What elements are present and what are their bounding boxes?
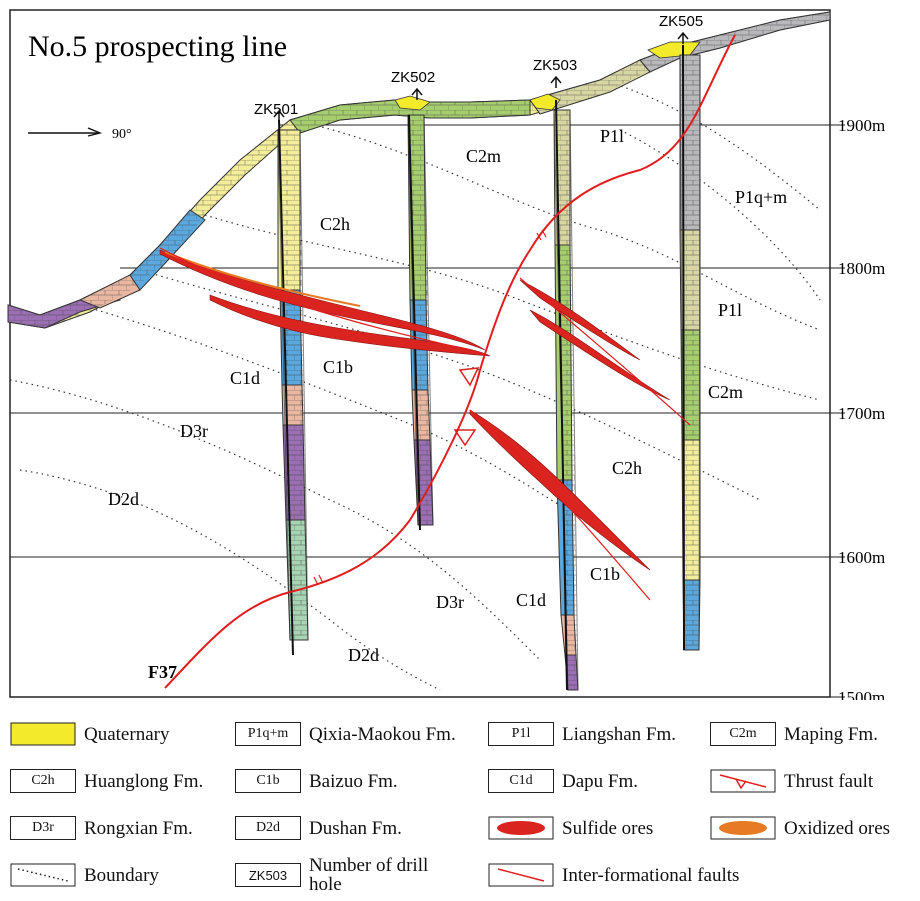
drill-hole-zk505 bbox=[679, 44, 701, 651]
oxidized-ore-body bbox=[164, 251, 361, 307]
legend-huanglong: C2h Huanglong Fm. bbox=[10, 766, 203, 796]
legend-sulfide: Sulfide ores bbox=[488, 813, 653, 843]
legend-maping: C2m Maping Fm. bbox=[710, 719, 878, 749]
legend-qixia: P1q+m Qixia-Maokou Fm. bbox=[235, 719, 456, 749]
inter-formational-faults bbox=[159, 247, 691, 601]
legend-quaternary: Quaternary bbox=[10, 719, 169, 749]
label-c2m-upper: C2m bbox=[466, 146, 501, 166]
orientation-arrow bbox=[28, 127, 103, 137]
label-c2m-right: C2m bbox=[708, 382, 743, 402]
drill-hole-zk501 bbox=[277, 119, 309, 656]
thrust-fault-f37 bbox=[164, 34, 736, 689]
thrust-fault-icon bbox=[710, 769, 776, 793]
formation-labels: C2m C2h P1l P1q+m P1l C2m C1b C1d D3r D2… bbox=[108, 126, 787, 665]
inter-fault-icon bbox=[488, 863, 554, 887]
elev-1600: 1600m bbox=[838, 548, 885, 567]
section-frame bbox=[9, 9, 831, 698]
legend-rongxian: D3r Rongxian Fm. bbox=[10, 813, 193, 843]
elev-1800: 1800m bbox=[838, 259, 885, 278]
legend-interfaults: Inter-formational faults bbox=[488, 853, 742, 897]
legend-drill-number: ZK503 Number of drill hole bbox=[235, 853, 459, 897]
surface-strata bbox=[7, 11, 831, 329]
swatch-quaternary bbox=[10, 722, 76, 746]
legend-baizuo: C1b Baizuo Fm. bbox=[235, 766, 398, 796]
sulfide-ore-bodies bbox=[159, 249, 671, 571]
label-c1b-right: C1b bbox=[590, 564, 620, 584]
label-d2d-left: D2d bbox=[108, 489, 139, 509]
label-p1l-upper: P1l bbox=[600, 126, 624, 146]
label-d3r-left: D3r bbox=[180, 421, 208, 441]
boundary-icon bbox=[10, 863, 76, 887]
elev-1700: 1700m bbox=[838, 404, 885, 423]
legend-thrust: Thrust fault bbox=[710, 766, 873, 796]
orientation-label: 90° bbox=[112, 127, 132, 142]
oxidized-ore-icon bbox=[710, 816, 776, 840]
label-d2d-bottom: D2d bbox=[348, 645, 379, 665]
drill-hole-zk502 bbox=[407, 114, 434, 531]
legend-liangshan: P1l Liangshan Fm. bbox=[488, 719, 676, 749]
label-d3r-bottom: D3r bbox=[436, 592, 464, 612]
elev-1900: 1900m bbox=[838, 116, 885, 135]
legend-boundary: Boundary bbox=[10, 860, 159, 890]
elev-1500: 1500m bbox=[838, 688, 885, 700]
cross-section-diagram: ZK501 ZK502 ZK503 ZK505 No.5 prospecting… bbox=[7, 9, 885, 700]
label-c1b-left: C1b bbox=[323, 357, 353, 377]
fault-arrow-down bbox=[453, 429, 477, 447]
legend: Quaternary P1q+m Qixia-Maokou Fm. P1l Li… bbox=[0, 705, 920, 901]
drill-label-zk505: ZK505 bbox=[659, 13, 703, 30]
legend-oxidized: Oxidized ores bbox=[710, 813, 890, 843]
drill-markers bbox=[273, 31, 689, 122]
fault-label: F37 bbox=[148, 662, 177, 682]
legend-dushan: D2d Dushan Fm. bbox=[235, 813, 402, 843]
label-p1qm: P1q+m bbox=[735, 187, 787, 207]
label-c2h-right: C2h bbox=[612, 458, 642, 478]
drill-hole-zk503 bbox=[553, 99, 579, 691]
label-c1d-bottom: C1d bbox=[516, 590, 546, 610]
label-p1l-right: P1l bbox=[718, 300, 742, 320]
label-c1d-left: C1d bbox=[230, 368, 260, 388]
drill-label-zk502: ZK502 bbox=[391, 69, 435, 86]
label-c2h-upper: C2h bbox=[320, 214, 350, 234]
drill-label-zk501: ZK501 bbox=[254, 101, 298, 118]
fault-ticks bbox=[313, 229, 547, 586]
drill-label-zk503: ZK503 bbox=[533, 57, 577, 74]
sulfide-ore-icon bbox=[488, 816, 554, 840]
fault-arrow-up bbox=[458, 367, 480, 387]
legend-dapu: C1d Dapu Fm. bbox=[488, 766, 638, 796]
section-title: No.5 prospecting line bbox=[28, 30, 287, 63]
